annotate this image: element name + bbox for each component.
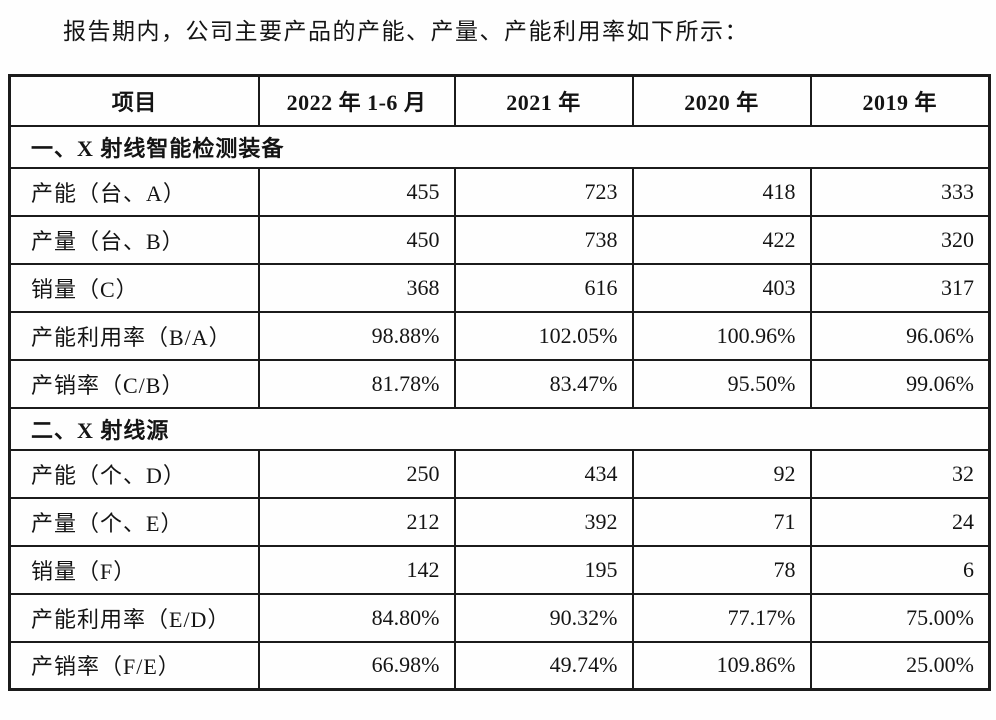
row-label: 产能（台、A） <box>8 166 260 217</box>
section-title: 一、X 射线智能检测装备 <box>8 124 991 169</box>
intro-paragraph: 报告期内，公司主要产品的产能、产量、产能利用率如下所示： <box>63 19 749 44</box>
row-value: 455 <box>257 166 456 217</box>
section-title: 二、X 射线源 <box>8 406 991 451</box>
row-value: 450 <box>257 214 456 265</box>
table-row: 产能（台、A） 455 723 418 333 <box>8 166 991 217</box>
row-value: 142 <box>257 544 456 595</box>
header-2020: 2020 年 <box>631 74 812 127</box>
row-value: 434 <box>453 448 634 499</box>
section-row: 二、X 射线源 <box>8 406 991 451</box>
row-value: 403 <box>631 262 812 313</box>
table-body: 一、X 射线智能检测装备 产能（台、A） 455 723 418 333 产量（台、B） 45… <box>8 124 991 691</box>
row-value: 738 <box>453 214 634 265</box>
row-value: 25.00% <box>809 640 991 691</box>
row-value: 90.32% <box>453 592 634 643</box>
row-value: 320 <box>809 214 991 265</box>
row-label: 销量（C） <box>8 262 260 313</box>
row-value: 78 <box>631 544 812 595</box>
table-row: 产能利用率（B/A） 98.88% 102.05% 100.96% 96.06% <box>8 310 991 361</box>
row-value: 24 <box>809 496 991 547</box>
header-2021: 2021 年 <box>453 74 634 127</box>
row-value: 250 <box>257 448 456 499</box>
table-row: 产销率（F/E） 66.98% 49.74% 109.86% 25.00% <box>8 640 991 691</box>
row-value: 98.88% <box>257 310 456 361</box>
table-row: 产量（台、B） 450 738 422 320 <box>8 214 991 265</box>
table-row: 销量（F） 142 195 78 6 <box>8 544 991 595</box>
row-value: 95.50% <box>631 358 812 409</box>
row-label: 销量（F） <box>8 544 260 595</box>
row-label: 产能利用率（E/D） <box>8 592 260 643</box>
row-label: 产能（个、D） <box>8 448 260 499</box>
row-value: 392 <box>453 496 634 547</box>
table-row: 销量（C） 368 616 403 317 <box>8 262 991 313</box>
row-label: 产量（个、E） <box>8 496 260 547</box>
row-label: 产销率（F/E） <box>8 640 260 691</box>
row-value: 84.80% <box>257 592 456 643</box>
row-value: 92 <box>631 448 812 499</box>
row-value: 333 <box>809 166 991 217</box>
row-value: 368 <box>257 262 456 313</box>
row-value: 66.98% <box>257 640 456 691</box>
row-value: 71 <box>631 496 812 547</box>
row-value: 96.06% <box>809 310 991 361</box>
row-value: 77.17% <box>631 592 812 643</box>
row-value: 109.86% <box>631 640 812 691</box>
row-value: 212 <box>257 496 456 547</box>
row-value: 83.47% <box>453 358 634 409</box>
row-value: 100.96% <box>631 310 812 361</box>
header-2022h1: 2022 年 1-6 月 <box>257 74 456 127</box>
row-value: 75.00% <box>809 592 991 643</box>
row-value: 49.74% <box>453 640 634 691</box>
table-row: 产能利用率（E/D） 84.80% 90.32% 77.17% 75.00% <box>8 592 991 643</box>
row-value: 81.78% <box>257 358 456 409</box>
row-label: 产能利用率（B/A） <box>8 310 260 361</box>
row-value: 723 <box>453 166 634 217</box>
table-row: 产量（个、E） 212 392 71 24 <box>8 496 991 547</box>
row-value: 195 <box>453 544 634 595</box>
row-value: 422 <box>631 214 812 265</box>
row-value: 317 <box>809 262 991 313</box>
row-label: 产量（台、B） <box>8 214 260 265</box>
header-item: 项目 <box>8 74 260 127</box>
row-value: 418 <box>631 166 812 217</box>
row-value: 99.06% <box>809 358 991 409</box>
header-2019: 2019 年 <box>809 74 991 127</box>
table-row: 产能（个、D） 250 434 92 32 <box>8 448 991 499</box>
section-row: 一、X 射线智能检测装备 <box>8 124 991 169</box>
capacity-table: 项目 2022 年 1-6 月 2021 年 2020 年 2019 年 一、X… <box>8 74 991 691</box>
row-value: 102.05% <box>453 310 634 361</box>
row-label: 产销率（C/B） <box>8 358 260 409</box>
row-value: 32 <box>809 448 991 499</box>
table-row: 产销率（C/B） 81.78% 83.47% 95.50% 99.06% <box>8 358 991 409</box>
table-header-row: 项目 2022 年 1-6 月 2021 年 2020 年 2019 年 <box>8 74 991 127</box>
row-value: 6 <box>809 544 991 595</box>
row-value: 616 <box>453 262 634 313</box>
